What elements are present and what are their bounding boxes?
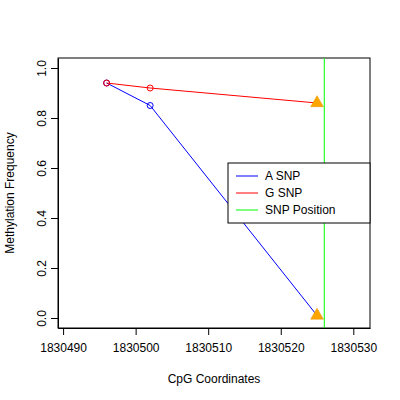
legend: A SNP G SNP SNP Position xyxy=(228,163,370,223)
x-tick: 1830530 xyxy=(330,328,377,355)
y-tick: 1.0 xyxy=(35,60,58,77)
y-tick-mark xyxy=(51,118,58,119)
y-tick: 0.8 xyxy=(35,110,58,127)
x-tick-mark xyxy=(136,328,137,335)
y-tick-label: 0.0 xyxy=(35,310,49,327)
point-marker xyxy=(147,103,153,109)
y-tick-mark xyxy=(51,68,58,69)
y-tick: 0.2 xyxy=(35,260,58,277)
series-line xyxy=(107,83,317,103)
x-axis-line xyxy=(59,328,371,329)
legend-swatch xyxy=(236,210,258,211)
plot-marks xyxy=(104,58,325,328)
y-tick-label: 1.0 xyxy=(35,60,49,77)
chart: 183049018305001830510183052018305300.00.… xyxy=(0,0,400,400)
y-axis-title: Methylation Frequency xyxy=(3,132,17,253)
legend-label: SNP Position xyxy=(265,203,335,217)
x-tick-label: 1830530 xyxy=(330,341,377,355)
y-tick-label: 0.6 xyxy=(35,160,49,177)
y-tick-mark xyxy=(51,268,58,269)
x-tick-mark xyxy=(63,328,64,335)
legend-box xyxy=(228,163,370,223)
series-line xyxy=(107,83,317,316)
y-tick: 0.6 xyxy=(35,160,58,177)
plot-frame xyxy=(58,58,370,328)
x-tick-mark xyxy=(208,328,209,335)
x-tick-label: 1830500 xyxy=(113,341,160,355)
x-tick-mark xyxy=(353,328,354,335)
legend-swatch xyxy=(236,176,258,177)
y-tick-mark xyxy=(51,318,58,319)
snp-cpg-marker xyxy=(311,308,324,319)
legend-label: G SNP xyxy=(265,186,302,200)
point-marker xyxy=(147,85,153,91)
x-axis-title: CpG Coordinates xyxy=(168,372,261,386)
y-tick: 0.4 xyxy=(35,210,58,227)
y-axis-line xyxy=(58,59,59,329)
y-tick-mark xyxy=(51,218,58,219)
y-tick-label: 0.2 xyxy=(35,260,49,277)
y-tick-label: 0.8 xyxy=(35,110,49,127)
x-tick-mark xyxy=(281,328,282,335)
x-tick: 1830520 xyxy=(258,328,305,355)
y-axis: 0.0 0.2 0.4 0.6 0.8 1.0 xyxy=(35,59,59,329)
snp-cpg-marker xyxy=(311,96,324,107)
y-tick-label: 0.4 xyxy=(35,210,49,227)
x-tick: 1830510 xyxy=(185,328,232,355)
x-axis: 1830490 1830500 1830510 1830520 1830530 xyxy=(40,328,377,355)
point-marker xyxy=(104,80,110,86)
y-tick-mark xyxy=(51,168,58,169)
legend-swatch xyxy=(236,193,258,194)
x-tick-label: 1830520 xyxy=(258,341,305,355)
x-tick-label: 1830510 xyxy=(185,341,232,355)
legend-label: A SNP xyxy=(265,169,300,183)
y-tick: 0.0 xyxy=(35,310,58,327)
x-tick-label: 1830490 xyxy=(40,341,87,355)
x-tick: 1830490 xyxy=(40,328,87,355)
x-tick: 1830500 xyxy=(113,328,160,355)
